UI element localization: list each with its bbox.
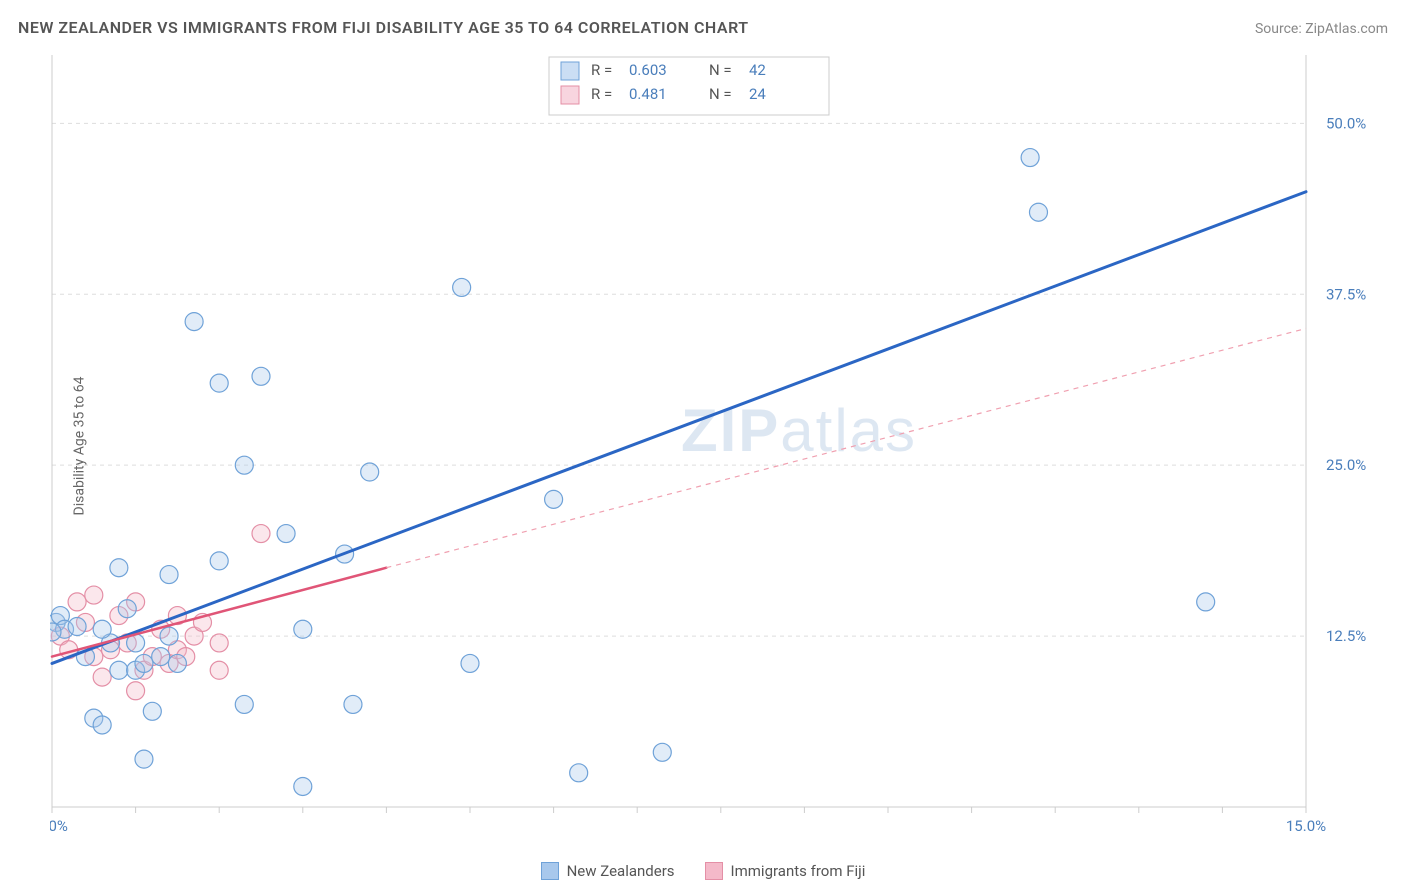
legend-item-nz: New Zealanders — [541, 862, 675, 880]
svg-text:0.481: 0.481 — [629, 85, 667, 103]
svg-text:R =: R = — [591, 85, 612, 103]
plot-area: 12.5% 25.0% 37.5% 50.0% 0.0% 15.0% ZIPatlas R =… — [50, 50, 1386, 837]
scatter-chart: 12.5% 25.0% 37.5% 50.0% 0.0% 15.0% ZIPatlas R =… — [50, 50, 1386, 837]
legend-label: New Zealanders — [567, 862, 675, 880]
header: NEW ZEALANDER VS IMMIGRANTS FROM FIJI DI… — [18, 18, 1388, 37]
legend: New Zealanders Immigrants from Fiji — [0, 862, 1406, 880]
swatch-icon — [541, 862, 559, 880]
svg-text:N =: N = — [709, 85, 732, 103]
source-label: Source: ZipAtlas.com — [1255, 21, 1388, 37]
swatch-icon — [705, 862, 723, 880]
svg-text:N =: N = — [709, 61, 732, 79]
svg-text:12.5%: 12.5% — [1326, 627, 1366, 645]
legend-item-fiji: Immigrants from Fiji — [705, 862, 866, 880]
svg-text:ZIPatlas: ZIPatlas — [681, 397, 917, 464]
legend-label: Immigrants from Fiji — [731, 862, 866, 880]
svg-text:0.603: 0.603 — [629, 61, 667, 79]
svg-text:37.5%: 37.5% — [1326, 285, 1366, 303]
svg-text:24: 24 — [749, 85, 766, 103]
svg-text:15.0%: 15.0% — [1286, 817, 1326, 835]
chart-title: NEW ZEALANDER VS IMMIGRANTS FROM FIJI DI… — [18, 18, 749, 37]
svg-text:25.0%: 25.0% — [1326, 456, 1366, 474]
svg-text:50.0%: 50.0% — [1326, 114, 1366, 132]
svg-text:0.0%: 0.0% — [50, 817, 68, 835]
svg-text:42: 42 — [749, 61, 766, 79]
svg-text:R =: R = — [591, 61, 612, 79]
